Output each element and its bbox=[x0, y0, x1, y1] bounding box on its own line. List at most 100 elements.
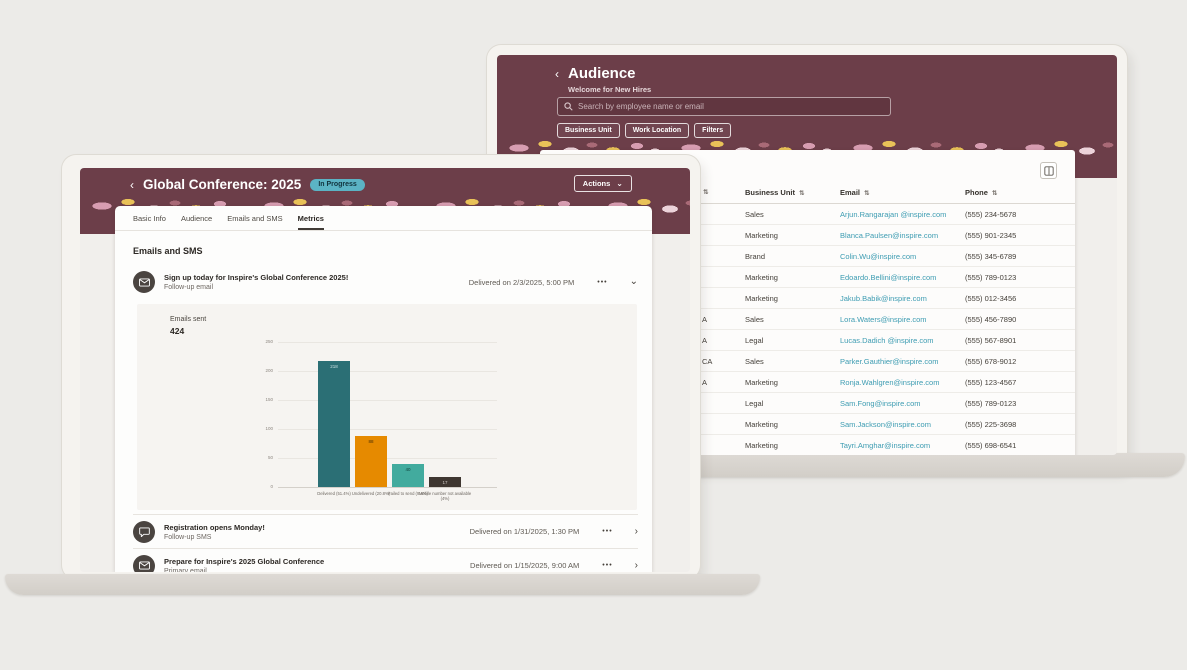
tab-metrics[interactable]: Metrics bbox=[297, 206, 324, 230]
table-row[interactable]: Sales Arjun.Rangarajan @inspire.com (555) … bbox=[540, 204, 1075, 225]
phone-cell: (555) 225-3698 bbox=[965, 420, 1017, 429]
message-subtitle: Primary email bbox=[164, 567, 207, 573]
y-axis-tick-label: 0 bbox=[270, 484, 273, 489]
table-row[interactable]: Marketing Blanca.Paulsen@inspire.com (555)… bbox=[540, 225, 1075, 246]
tab-basic-info[interactable]: Basic Info bbox=[133, 213, 166, 223]
laptop-base-front bbox=[5, 574, 760, 595]
bar-value-label: 40 bbox=[405, 466, 411, 472]
business-unit-cell: Brand bbox=[745, 252, 766, 261]
gridline bbox=[278, 371, 497, 372]
business-unit-cell: Sales bbox=[745, 357, 764, 366]
x-axis-category-label: Undelivered (20.8%) bbox=[351, 491, 391, 496]
email-link[interactable]: Sam.Jackson@inspire.com bbox=[840, 420, 931, 429]
overflow-menu-icon[interactable]: ••• bbox=[597, 278, 608, 286]
column-header-label: Business Unit bbox=[745, 188, 796, 197]
table-row[interactable]: Brand Colin.Wu@inspire.com (555) 345-6789 bbox=[540, 246, 1075, 267]
section-title: Emails and SMS bbox=[133, 246, 203, 256]
table-row[interactable]: Marketing Tayri.Amghar@inspire.com (555) 6… bbox=[540, 435, 1075, 455]
email-metrics-chart-panel: Emails sent 424 250 200 150 100 50 0 218 Delive… bbox=[137, 304, 637, 510]
bar-chart: 250 200 150 100 50 0 218 Delivered (51.4%) 88 Und… bbox=[265, 339, 497, 501]
column-header-label: Phone bbox=[965, 188, 988, 197]
x-axis-category-label: Mobile number not available (4%) bbox=[418, 491, 472, 502]
expand-chevron-icon[interactable]: › bbox=[634, 525, 638, 537]
phone-cell: (555) 234-5678 bbox=[965, 210, 1017, 219]
email-link[interactable]: Edoardo.Bellini@inspire.com bbox=[840, 273, 937, 282]
back-chevron-icon[interactable]: ‹ bbox=[130, 177, 134, 192]
gridline bbox=[278, 342, 497, 343]
sort-icon: ⇅ bbox=[703, 188, 709, 196]
tab-emails-and-sms[interactable]: Emails and SMS bbox=[227, 213, 283, 223]
status-badge: In Progress bbox=[310, 178, 365, 191]
message-row-email-2[interactable]: Prepare for Inspire's 2025 Global Confer… bbox=[133, 548, 638, 572]
message-subtitle: Follow-up email bbox=[164, 284, 214, 291]
bar-value-label: 218 bbox=[330, 363, 338, 369]
business-unit-cell: Marketing bbox=[745, 378, 778, 387]
table-row[interactable]: Marketing Jakub.Babik@inspire.com (555) 01… bbox=[540, 288, 1075, 309]
table-row[interactable]: Legal Sam.Fong@inspire.com (555) 789-0123 bbox=[540, 393, 1075, 414]
email-link[interactable]: Ronja.Wahlgren@inspire.com bbox=[840, 378, 940, 387]
bar-value-label: 88 bbox=[368, 438, 374, 444]
email-link[interactable]: Lucas.Dadich @inspire.com bbox=[840, 336, 934, 345]
column-header-email[interactable]: Email ⇅ bbox=[840, 188, 869, 197]
columns-icon bbox=[1043, 165, 1054, 176]
search-input[interactable] bbox=[578, 102, 884, 111]
message-row-sms-1[interactable]: Registration opens Monday! Follow-up SMS… bbox=[133, 514, 638, 548]
employee-search-input[interactable] bbox=[557, 97, 891, 116]
expand-chevron-icon[interactable]: › bbox=[634, 559, 638, 571]
column-header-business-unit[interactable]: Business Unit ⇅ bbox=[745, 188, 804, 197]
bar-value-label: 17 bbox=[442, 480, 448, 486]
message-title: Sign up today for Inspire's Global Confe… bbox=[164, 273, 349, 282]
email-link[interactable]: Parker.Gauthier@inspire.com bbox=[840, 357, 939, 366]
email-link[interactable]: Tayri.Amghar@inspire.com bbox=[840, 441, 931, 450]
email-link[interactable]: Lora.Waters@inspire.com bbox=[840, 315, 927, 324]
back-chevron-icon[interactable]: ‹ bbox=[555, 66, 559, 81]
table-row[interactable]: A Marketing Ronja.Wahlgren@inspire.com (555… bbox=[540, 372, 1075, 393]
filter-chip-business-unit[interactable]: Business Unit bbox=[557, 123, 620, 138]
table-header-row: ⇅ Business Unit ⇅ Email ⇅ Phone ⇅ bbox=[540, 184, 1075, 204]
filter-chip-work-location[interactable]: Work Location bbox=[624, 123, 690, 138]
message-title: Registration opens Monday! bbox=[164, 522, 265, 532]
table-columns-button[interactable] bbox=[1040, 162, 1057, 179]
sort-icon: ⇅ bbox=[864, 188, 870, 197]
gridline bbox=[278, 487, 497, 488]
conference-content-card: Basic Info Audience Emails and SMS Metrics … bbox=[115, 206, 652, 572]
table-row[interactable]: Marketing Edoardo.Bellini@inspire.com (555… bbox=[540, 267, 1075, 288]
business-unit-cell: Marketing bbox=[745, 420, 778, 429]
collapse-chevron-icon[interactable]: ⌄ bbox=[629, 276, 638, 287]
table-row[interactable]: CA Sales Parker.Gauthier@inspire.com (555) … bbox=[540, 351, 1075, 372]
email-icon bbox=[133, 554, 155, 572]
table-row[interactable]: A Legal Lucas.Dadich @inspire.com (555) 567… bbox=[540, 330, 1075, 351]
phone-cell: (555) 345-6789 bbox=[965, 252, 1017, 261]
email-link[interactable]: Sam.Fong@inspire.com bbox=[840, 399, 921, 408]
table-row[interactable]: Marketing Sam.Jackson@inspire.com (555) 22… bbox=[540, 414, 1075, 435]
email-link[interactable]: Blanca.Paulsen@inspire.com bbox=[840, 231, 939, 240]
actions-button[interactable]: Actions ⌄ bbox=[573, 175, 632, 192]
column-header-phone[interactable]: Phone ⇅ bbox=[965, 188, 997, 197]
email-link[interactable]: Arjun.Rangarajan @inspire.com bbox=[840, 210, 947, 219]
message-row-email-1[interactable]: Sign up today for Inspire's Global Confe… bbox=[133, 262, 638, 302]
global-conference-window: ‹ Global Conference: 2025 In Progress Ac… bbox=[80, 168, 690, 572]
overflow-menu-icon[interactable]: ••• bbox=[602, 528, 613, 535]
table-row[interactable]: A Sales Lora.Waters@inspire.com (555) 456-7… bbox=[540, 309, 1075, 330]
phone-cell: (555) 901-2345 bbox=[965, 231, 1017, 240]
cropped-column-sort-button[interactable]: ⇅ bbox=[703, 188, 708, 196]
sort-icon: ⇅ bbox=[799, 188, 805, 197]
chart-bar-mobile-number-not-available: 17 bbox=[429, 477, 461, 487]
chevron-down-icon: ⌄ bbox=[616, 179, 623, 188]
delivery-status: Delivered on 2/3/2025, 5:00 PM bbox=[468, 277, 575, 287]
y-axis-tick-label: 250 bbox=[265, 339, 273, 344]
tab-audience[interactable]: Audience bbox=[180, 213, 213, 223]
overflow-menu-icon[interactable]: ••• bbox=[602, 562, 613, 569]
email-link[interactable]: Jakub.Babik@inspire.com bbox=[840, 294, 927, 303]
column-header-label: Email bbox=[840, 188, 861, 197]
phone-cell: (555) 698-6541 bbox=[965, 441, 1017, 450]
filter-chip-row: Business Unit Work Location Filters bbox=[557, 123, 732, 138]
delivery-status: Delivered on 1/15/2025, 9:00 AM bbox=[470, 561, 580, 570]
work-location-fragment: A bbox=[702, 336, 708, 345]
page-subtitle: Welcome for New Hires bbox=[568, 85, 652, 94]
filter-chip-filters[interactable]: Filters bbox=[694, 123, 732, 138]
gridline bbox=[278, 400, 497, 401]
email-link[interactable]: Colin.Wu@inspire.com bbox=[840, 252, 917, 261]
page-title: Audience bbox=[568, 65, 636, 82]
